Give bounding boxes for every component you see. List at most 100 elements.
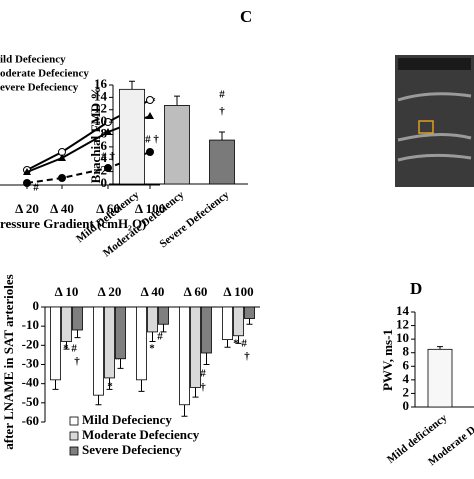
error-bar bbox=[246, 318, 253, 325]
y-tick-label: -50 bbox=[22, 394, 39, 409]
marker bbox=[23, 179, 31, 187]
marker bbox=[146, 96, 154, 104]
x-axis-label: ressure Gradient (cmH₂O) bbox=[0, 216, 146, 231]
y-tick-label: 2 bbox=[403, 384, 410, 399]
error-bar bbox=[117, 358, 124, 369]
error-bar bbox=[224, 339, 231, 348]
bar bbox=[179, 306, 190, 406]
bar bbox=[164, 105, 190, 185]
bar bbox=[233, 306, 244, 337]
marker bbox=[146, 148, 154, 156]
legend-swatch bbox=[69, 431, 79, 441]
bar bbox=[158, 306, 169, 325]
annotation: # bbox=[33, 182, 39, 194]
y-tick-label: 8 bbox=[403, 344, 410, 359]
bar bbox=[222, 306, 233, 340]
bar bbox=[119, 88, 145, 185]
error-bar bbox=[160, 324, 167, 333]
error-bar bbox=[63, 341, 70, 350]
x-tick-label: Δ 60 bbox=[96, 201, 120, 216]
error-bar bbox=[74, 330, 81, 339]
annotation: † bbox=[74, 356, 80, 368]
bar bbox=[427, 348, 453, 408]
y-tick-label: 14 bbox=[94, 88, 108, 103]
y-tick-label: -60 bbox=[22, 413, 39, 428]
y-tick-label: 0 bbox=[33, 298, 40, 313]
y-axis-label: PWV, ms-1 bbox=[380, 329, 395, 391]
annotation: * # bbox=[63, 343, 77, 355]
legend-label: evere Defeciency bbox=[0, 82, 79, 94]
y-tick-label: 0 bbox=[101, 175, 108, 190]
x-tick-label: Δ 100 bbox=[223, 284, 253, 299]
y-tick-label: -30 bbox=[22, 355, 39, 370]
error-bar bbox=[106, 377, 113, 390]
error-bar bbox=[235, 335, 242, 344]
bar bbox=[72, 306, 83, 331]
y-tick-label: 10 bbox=[94, 113, 107, 128]
x-tick-label: Δ 40 bbox=[50, 201, 74, 216]
panel-label: D bbox=[410, 279, 422, 298]
y-tick-label: -20 bbox=[22, 336, 39, 351]
marker bbox=[146, 112, 154, 119]
marker bbox=[58, 174, 66, 182]
y-tick-label: 10 bbox=[396, 330, 409, 345]
ultrasound-image bbox=[395, 55, 474, 187]
y-tick-label: 12 bbox=[396, 317, 409, 332]
y-tick-label: 16 bbox=[94, 76, 108, 91]
bar bbox=[104, 306, 115, 379]
error-bar bbox=[138, 379, 145, 392]
annotation: # bbox=[219, 89, 225, 101]
annotation: † bbox=[219, 106, 225, 118]
y-axis-label: after LNAME in SAT arterioles bbox=[1, 274, 16, 449]
error-bar bbox=[219, 131, 225, 141]
marker bbox=[23, 168, 31, 175]
legend-swatch bbox=[69, 416, 79, 426]
annotation: # † bbox=[145, 134, 159, 146]
error-bar bbox=[181, 404, 188, 417]
bar bbox=[244, 306, 255, 319]
y-tick-label: 6 bbox=[403, 357, 410, 372]
panel-label: C bbox=[240, 7, 252, 26]
marker bbox=[104, 128, 112, 135]
legend-label: Severe Defeciency bbox=[82, 442, 182, 457]
error-bar bbox=[437, 346, 443, 350]
annotation: † bbox=[244, 351, 250, 363]
bar bbox=[190, 306, 201, 388]
annotation: † bbox=[200, 382, 206, 394]
bar bbox=[115, 306, 126, 360]
y-tick-label: 14 bbox=[396, 303, 410, 318]
y-tick-label: 8 bbox=[101, 125, 108, 140]
ultrasound-header bbox=[398, 58, 471, 70]
x-tick-label: Δ 20 bbox=[98, 284, 122, 299]
bar bbox=[209, 139, 235, 185]
y-tick-label: 0 bbox=[403, 398, 410, 413]
error-bar bbox=[95, 395, 102, 406]
legend-label: Mild Defeciency bbox=[82, 412, 172, 427]
legend-swatch bbox=[69, 446, 79, 456]
y-tick-label: 2 bbox=[101, 163, 108, 178]
annotation: * bbox=[149, 343, 155, 355]
x-tick-label: Δ 10 bbox=[55, 284, 79, 299]
y-tick-label: 6 bbox=[101, 138, 108, 153]
y-tick-label: -40 bbox=[22, 375, 39, 390]
x-tick-label: Δ 100 bbox=[135, 201, 165, 216]
legend-label: oderate Defeciency bbox=[0, 68, 89, 80]
bar bbox=[147, 306, 158, 333]
error-bar bbox=[192, 387, 199, 398]
error-bar bbox=[203, 353, 210, 365]
annotation: * bbox=[107, 381, 113, 393]
ultrasound-roi bbox=[418, 120, 434, 134]
x-tick-label: Δ 40 bbox=[141, 284, 165, 299]
y-tick-label: 4 bbox=[101, 150, 108, 165]
bar bbox=[61, 306, 72, 342]
legend-label: ild Defeciency bbox=[0, 54, 66, 66]
y-axis-label: Brachial FMD % bbox=[88, 87, 103, 184]
error-bar bbox=[149, 331, 156, 342]
error-bar bbox=[52, 379, 59, 390]
bar bbox=[50, 306, 61, 381]
bar bbox=[136, 306, 147, 381]
error-bar bbox=[174, 95, 180, 106]
y-tick-label: 12 bbox=[94, 101, 107, 116]
y-tick-label: -10 bbox=[22, 317, 39, 332]
